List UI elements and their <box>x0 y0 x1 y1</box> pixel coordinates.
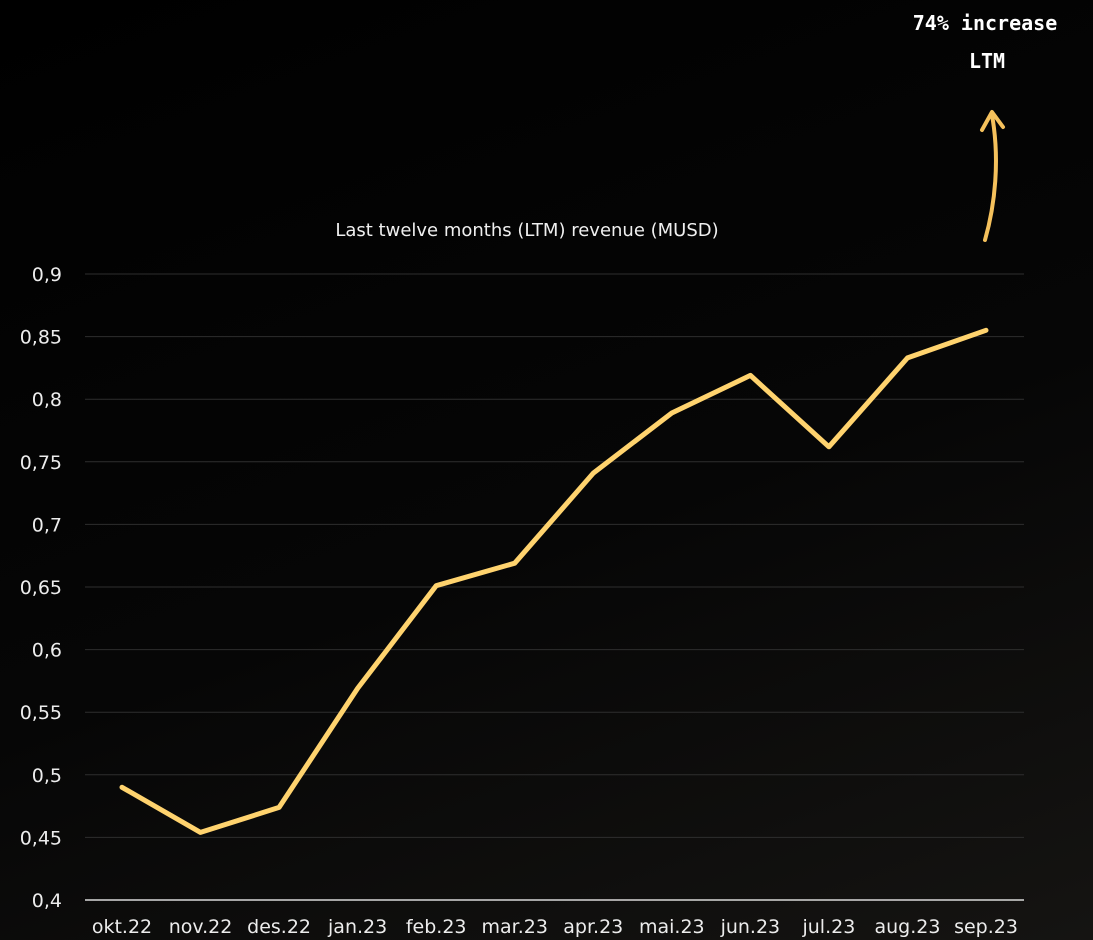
y-tick-label: 0,8 <box>32 389 62 411</box>
x-tick-label: jan.23 <box>327 916 387 938</box>
y-tick-label: 0,85 <box>20 327 62 349</box>
y-tick-label: 0,7 <box>32 514 62 536</box>
chart-title: Last twelve months (LTM) revenue (MUSD) <box>335 220 718 241</box>
y-tick-label: 0,75 <box>20 452 62 474</box>
x-tick-label: mai.23 <box>639 916 705 938</box>
x-tick-label: aug.23 <box>874 916 940 938</box>
x-tick-label: jul.23 <box>801 916 855 938</box>
up-arrow-icon <box>980 110 1005 242</box>
y-tick-label: 0,65 <box>20 577 62 599</box>
gridlines <box>85 273 1024 838</box>
x-tick-label: mar.23 <box>482 916 548 938</box>
y-tick-label: 0,6 <box>32 640 62 662</box>
x-tick-label: des.22 <box>247 916 311 938</box>
y-tick-label: 0,55 <box>20 702 62 724</box>
y-tick-label: 0,5 <box>32 765 62 787</box>
y-axis-tick-labels: 0,4 0,45 0,5 0,55 0,6 0,65 0,7 0,75 0,8 0,85 0,9 <box>20 264 62 912</box>
x-tick-label: feb.23 <box>406 916 467 938</box>
x-tick-label: nov.22 <box>169 916 233 938</box>
y-tick-label: 0,9 <box>32 264 62 286</box>
annotation-line-1: 74% increase <box>913 11 1058 35</box>
x-tick-label: jun.23 <box>720 916 781 938</box>
increase-annotation: 74% increase LTM <box>913 11 1058 242</box>
x-tick-label: apr.23 <box>563 916 623 938</box>
y-tick-label: 0,45 <box>20 827 62 849</box>
x-axis-tick-labels: okt.22 nov.22 des.22 jan.23 feb.23 mar.23 apr.… <box>92 916 1018 938</box>
x-tick-label: okt.22 <box>92 916 152 938</box>
annotation-line-2: LTM <box>969 49 1005 73</box>
revenue-series-line <box>119 327 989 835</box>
x-tick-label: sep.23 <box>954 916 1018 938</box>
y-tick-label: 0,4 <box>32 890 62 912</box>
